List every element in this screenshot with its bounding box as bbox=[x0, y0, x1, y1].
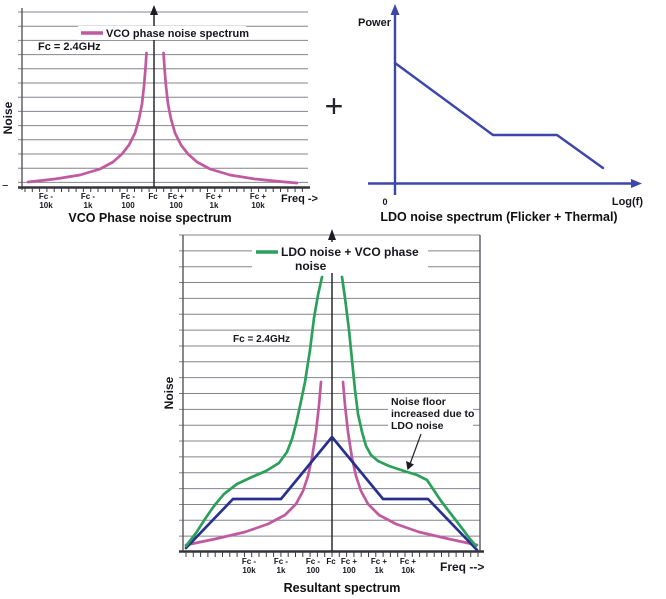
noise-floor-callout-arrow bbox=[409, 433, 422, 465]
svg-text:Fc +: Fc + bbox=[371, 557, 388, 566]
svg-text:10k: 10k bbox=[39, 201, 53, 210]
svg-text:Fc -: Fc - bbox=[306, 557, 321, 566]
resultant-vco-curve-right bbox=[341, 380, 479, 547]
resultant-legend-label-line2: noise bbox=[295, 259, 327, 273]
vco-fc-annotation: Fc = 2.4GHz bbox=[38, 41, 101, 53]
svg-text:1k: 1k bbox=[375, 566, 384, 575]
ldo-x-axis-arrow-icon bbox=[631, 179, 642, 188]
resultant-y-axis-label: Noise bbox=[162, 376, 176, 409]
vco-noise-curve-left bbox=[26, 51, 148, 184]
svg-text:10k: 10k bbox=[242, 566, 256, 575]
vco-minor-ticks bbox=[24, 188, 303, 192]
svg-text:Fc -: Fc - bbox=[81, 192, 96, 201]
resultant-legend-label-line1: LDO noise + VCO phase bbox=[281, 245, 419, 259]
ldo-y-axis-arrow-icon bbox=[390, 4, 400, 15]
svg-text:1k: 1k bbox=[84, 201, 93, 210]
vco-chart-caption: VCO Phase noise spectrum bbox=[68, 211, 231, 225]
svg-text:10k: 10k bbox=[251, 201, 265, 210]
svg-text:100: 100 bbox=[121, 201, 135, 210]
svg-text:Fc -: Fc - bbox=[39, 192, 54, 201]
resultant-sum-curve-right bbox=[340, 275, 478, 548]
resultant-spectrum-chart: LDO noise + VCO phase noise Fc = 2.4GHz … bbox=[162, 229, 484, 595]
svg-text:100: 100 bbox=[342, 566, 356, 575]
svg-text:Fc -: Fc - bbox=[242, 557, 257, 566]
vco-phase-noise-chart: VCO phase noise spectrum Fc = 2.4GHz Noi… bbox=[1, 5, 318, 225]
resultant-x-axis-label: Freq --> bbox=[440, 560, 484, 574]
svg-text:Fc +: Fc + bbox=[206, 192, 223, 201]
svg-text:10k: 10k bbox=[401, 566, 415, 575]
resultant-sum-curve-left bbox=[184, 275, 324, 548]
svg-text:100: 100 bbox=[306, 566, 320, 575]
resultant-center-axis-arrow-icon bbox=[328, 229, 336, 240]
vco-y-axis-label: Noise bbox=[1, 101, 15, 134]
svg-text:Fc +: Fc + bbox=[400, 557, 417, 566]
vco-gridlines bbox=[18, 11, 308, 183]
plus-operator: + bbox=[325, 88, 344, 124]
resultant-ldo-component-curve bbox=[184, 435, 479, 552]
noise-floor-callout-line2: increased due to bbox=[391, 408, 474, 420]
svg-text:Fc: Fc bbox=[326, 557, 336, 566]
vco-legend-label: VCO phase noise spectrum bbox=[106, 28, 249, 40]
svg-text:Fc -: Fc - bbox=[121, 192, 136, 201]
svg-text:1k: 1k bbox=[210, 201, 219, 210]
svg-text:Fc: Fc bbox=[148, 192, 158, 201]
resultant-chart-caption: Resultant spectrum bbox=[284, 581, 401, 595]
ldo-origin-label: 0 bbox=[382, 197, 387, 207]
ldo-noise-curve bbox=[393, 61, 605, 170]
ldo-noise-chart: Power 0 Log(f) LDO noise spectrum (Flick… bbox=[358, 4, 643, 224]
ldo-y-axis-label: Power bbox=[358, 17, 392, 29]
resultant-legend-background bbox=[252, 242, 428, 273]
svg-text:Fc +: Fc + bbox=[341, 557, 358, 566]
noise-floor-callout-line3: LDO noise bbox=[391, 420, 444, 432]
svg-text:Fc -: Fc - bbox=[274, 557, 289, 566]
svg-text:1k: 1k bbox=[277, 566, 286, 575]
svg-text:Fc +: Fc + bbox=[168, 192, 185, 201]
vco-center-axis-arrow-icon bbox=[150, 5, 158, 15]
ldo-chart-caption: LDO noise spectrum (Flicker + Thermal) bbox=[380, 210, 617, 224]
noise-floor-callout-line1: Noise floor bbox=[391, 396, 446, 408]
svg-text:Fc +: Fc + bbox=[250, 192, 267, 201]
resultant-vco-curve-left bbox=[184, 380, 323, 547]
noise-floor-callout-arrowhead-icon bbox=[406, 461, 414, 470]
vco-noise-curve-right bbox=[162, 51, 299, 185]
svg-text:100: 100 bbox=[169, 201, 183, 210]
resultant-fc-annotation: Fc = 2.4GHz bbox=[233, 334, 290, 345]
resultant-minor-ticks bbox=[185, 552, 479, 557]
vco-x-axis-label: Freq -> bbox=[281, 193, 318, 205]
noise-floor-callout-background bbox=[388, 394, 473, 436]
vco-legend-background bbox=[78, 26, 246, 40]
ldo-x-axis-label: Log(f) bbox=[612, 196, 643, 208]
